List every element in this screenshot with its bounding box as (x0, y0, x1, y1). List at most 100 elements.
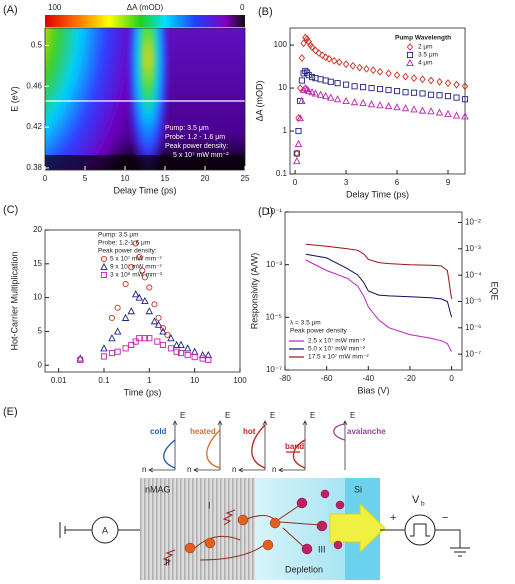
marker (128, 341, 135, 349)
marker (436, 77, 443, 86)
band-label: band (285, 442, 304, 451)
marker (315, 49, 323, 58)
marker (173, 348, 180, 355)
marker (108, 334, 116, 342)
plot-frame (284, 211, 463, 371)
legend-marker (100, 271, 108, 279)
marker (295, 127, 302, 135)
marker (100, 353, 108, 360)
legend-marker (406, 58, 414, 67)
legend-label: 5.0 x 10⁷ mW mm⁻² (308, 346, 366, 353)
marker (150, 317, 159, 325)
region-label: Depletion (285, 564, 323, 574)
bias-minus: − (442, 512, 448, 524)
marker (342, 60, 350, 69)
marker (108, 350, 116, 357)
state-label: avalanche (347, 427, 386, 436)
y-tick-label: 15 (33, 259, 42, 268)
colorbar (45, 15, 245, 27)
marker (330, 56, 338, 65)
marker (453, 80, 460, 89)
marker (367, 100, 376, 108)
y-tick-label: 10 (33, 293, 42, 302)
marker (114, 304, 121, 311)
diagram: cold heated hot avalanche band E E E E E… (59, 411, 470, 580)
marker (303, 34, 311, 43)
marker (370, 66, 377, 75)
y2-tick-label: 10⁻³ (465, 244, 481, 253)
marker (128, 264, 135, 271)
x-tick-label: -20 (404, 374, 416, 383)
annotation: Probe: 1.2-1.6 μm (98, 240, 150, 247)
panel-label: (E) (3, 406, 18, 418)
marker (461, 96, 469, 103)
y-tick-label: 5 (38, 327, 43, 336)
axis-label: n (142, 465, 146, 474)
legend-marker (406, 43, 414, 51)
marker (393, 88, 401, 95)
state-label: hot (243, 427, 256, 436)
colorbar-label: ΔA (mOD) (127, 3, 164, 12)
marker (402, 89, 409, 96)
x-tick-label: 0 (293, 178, 298, 187)
y-tick-label: 0.1 (276, 169, 288, 178)
process-label: II (165, 557, 170, 567)
bias-plus: + (390, 512, 396, 524)
x-tick-label: 10 (121, 174, 130, 183)
legend-marker (406, 51, 414, 59)
plot-frame (289, 27, 466, 175)
line (305, 243, 453, 299)
axis-label: n (272, 465, 276, 474)
legend-label: 17.5 x 10⁷ mW mm⁻² (308, 354, 370, 361)
marker (360, 84, 367, 91)
marker (136, 335, 143, 342)
marker (146, 284, 153, 291)
y-axis-label: Responsivity (A/W) (249, 253, 259, 330)
marker (154, 338, 161, 345)
x-tick-label: 100 (233, 376, 247, 385)
y-tick-label: 1 (283, 126, 288, 135)
marker (177, 340, 185, 349)
marker (121, 313, 130, 321)
marker (351, 83, 358, 90)
marker (319, 51, 326, 60)
marker (333, 95, 342, 103)
marker (146, 335, 153, 342)
x-tick-label: 9 (446, 178, 451, 187)
marker (363, 64, 370, 73)
marker (435, 108, 444, 116)
marker (184, 352, 191, 359)
marker (293, 149, 300, 158)
line (305, 259, 453, 352)
marker (393, 71, 401, 80)
legend-label: 3.5 μm (418, 52, 438, 59)
annotation: λ = 3.5 μm (290, 320, 321, 327)
marker (327, 93, 335, 101)
marker (155, 314, 162, 321)
marker (322, 77, 329, 84)
marker (159, 327, 167, 335)
state-label: cold (150, 427, 167, 436)
region-label: nMAG (145, 484, 171, 494)
x-axis-label: Delay Time (ps) (346, 189, 409, 199)
marker (131, 290, 140, 298)
marker (298, 77, 305, 84)
marker (297, 84, 304, 92)
marker (305, 37, 312, 46)
marker (308, 43, 316, 51)
marker (384, 102, 393, 110)
marker (204, 351, 213, 359)
marker (127, 307, 136, 315)
axis-label: n (187, 465, 191, 474)
marker (312, 46, 319, 55)
axis-label: E (180, 411, 185, 420)
marker (77, 356, 84, 363)
marker (122, 281, 129, 288)
marker (461, 112, 469, 120)
y-tick-label: 0 (38, 360, 43, 369)
legend-label: 4 μm (418, 60, 433, 67)
annotation: Peak power density: (165, 143, 228, 150)
marker (393, 103, 401, 111)
plot-frame (44, 27, 246, 171)
region-label: Si (354, 484, 362, 494)
